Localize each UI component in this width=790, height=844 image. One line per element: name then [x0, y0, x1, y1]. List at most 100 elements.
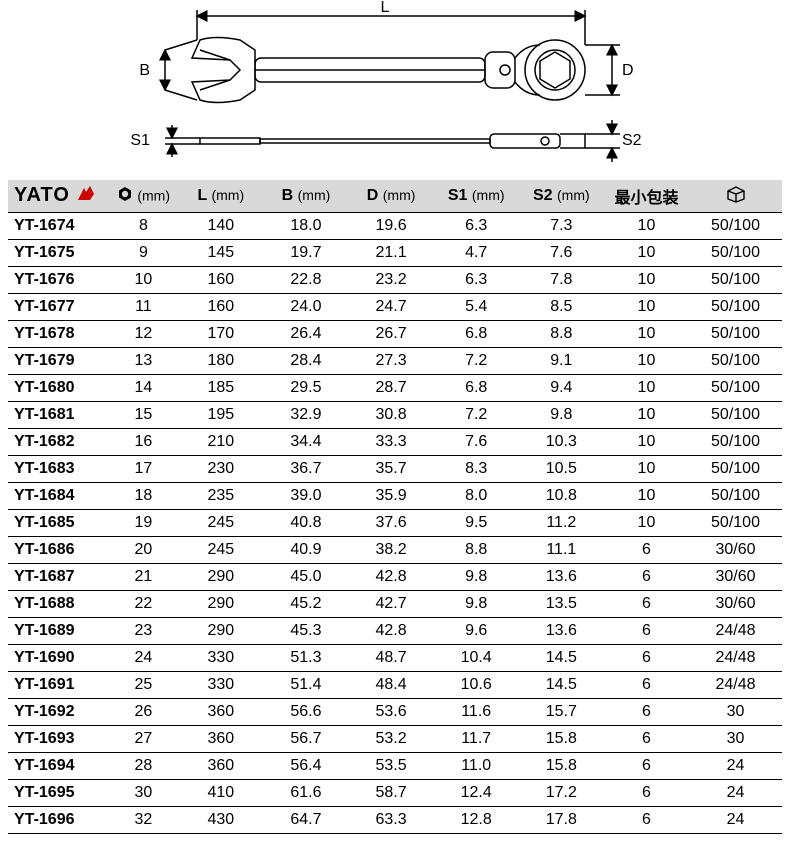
- cell-L: 245: [178, 537, 263, 564]
- table-row: YT-16942836056.453.511.015.8624: [8, 753, 782, 780]
- cell-size: 17: [109, 456, 179, 483]
- cell-B: 51.4: [263, 672, 348, 699]
- cell-B: 51.3: [263, 645, 348, 672]
- cell-model: YT-1676: [8, 267, 109, 294]
- cell-S1: 9.6: [434, 618, 519, 645]
- cell-S1: 11.0: [434, 753, 519, 780]
- spec-table: YATO (mm) L (mm) B (mm) D (mm) S1 (mm) S…: [8, 180, 782, 834]
- cell-D: 33.3: [349, 429, 434, 456]
- cell-ctn: 24/48: [689, 645, 782, 672]
- cell-B: 39.0: [263, 483, 348, 510]
- cell-size: 22: [109, 591, 179, 618]
- cell-S2: 15.7: [519, 699, 604, 726]
- cell-S2: 13.6: [519, 618, 604, 645]
- cell-pack: 10: [604, 483, 689, 510]
- cell-L: 140: [178, 213, 263, 240]
- dim-label-S2: S2: [622, 132, 642, 149]
- cell-S2: 13.6: [519, 564, 604, 591]
- cell-B: 18.0: [263, 213, 348, 240]
- cell-S2: 8.8: [519, 321, 604, 348]
- cell-model: YT-1690: [8, 645, 109, 672]
- cell-L: 180: [178, 348, 263, 375]
- table-row: YT-16882229045.242.79.813.5630/60: [8, 591, 782, 618]
- col-B: B (mm): [263, 180, 348, 213]
- cell-size: 16: [109, 429, 179, 456]
- cell-D: 42.7: [349, 591, 434, 618]
- cell-size: 10: [109, 267, 179, 294]
- cell-S1: 6.3: [434, 267, 519, 294]
- cell-ctn: 24/48: [689, 672, 782, 699]
- cell-S1: 6.8: [434, 321, 519, 348]
- cell-pack: 10: [604, 240, 689, 267]
- cell-pack: 10: [604, 375, 689, 402]
- cell-L: 290: [178, 618, 263, 645]
- cell-pack: 10: [604, 429, 689, 456]
- col-size: (mm): [109, 180, 179, 213]
- cell-L: 330: [178, 672, 263, 699]
- cell-ctn: 50/100: [689, 456, 782, 483]
- cell-B: 34.4: [263, 429, 348, 456]
- cell-S1: 11.7: [434, 726, 519, 753]
- cell-S1: 12.4: [434, 780, 519, 807]
- cell-pack: 10: [604, 267, 689, 294]
- cell-model: YT-1688: [8, 591, 109, 618]
- cell-S2: 7.3: [519, 213, 604, 240]
- cell-ctn: 24/48: [689, 618, 782, 645]
- cell-S2: 17.2: [519, 780, 604, 807]
- wrench-diagram: L B D S1 S2: [0, 0, 790, 180]
- cell-S2: 14.5: [519, 645, 604, 672]
- cell-L: 430: [178, 807, 263, 834]
- cell-B: 28.4: [263, 348, 348, 375]
- cell-pack: 6: [604, 672, 689, 699]
- cell-S2: 9.4: [519, 375, 604, 402]
- cell-L: 170: [178, 321, 263, 348]
- cell-pack: 6: [604, 699, 689, 726]
- cell-ctn: 30/60: [689, 591, 782, 618]
- cell-model: YT-1687: [8, 564, 109, 591]
- table-row: YT-1675914519.721.14.77.61050/100: [8, 240, 782, 267]
- cell-pack: 6: [604, 780, 689, 807]
- cell-model: YT-1682: [8, 429, 109, 456]
- cell-size: 9: [109, 240, 179, 267]
- cell-D: 30.8: [349, 402, 434, 429]
- cell-L: 330: [178, 645, 263, 672]
- cell-ctn: 30/60: [689, 564, 782, 591]
- cell-D: 24.7: [349, 294, 434, 321]
- cell-B: 56.4: [263, 753, 348, 780]
- cell-B: 36.7: [263, 456, 348, 483]
- cell-S2: 7.6: [519, 240, 604, 267]
- cell-L: 235: [178, 483, 263, 510]
- cell-L: 245: [178, 510, 263, 537]
- cell-B: 29.5: [263, 375, 348, 402]
- cell-D: 48.7: [349, 645, 434, 672]
- cell-S2: 10.5: [519, 456, 604, 483]
- cell-D: 26.7: [349, 321, 434, 348]
- table-row: YT-16902433051.348.710.414.5624/48: [8, 645, 782, 672]
- col-pack: 最小包装: [604, 180, 689, 213]
- table-row: YT-16953041061.658.712.417.2624: [8, 780, 782, 807]
- brand-text: YATO: [14, 184, 70, 206]
- cell-model: YT-1683: [8, 456, 109, 483]
- table-row: YT-16932736056.753.211.715.8630: [8, 726, 782, 753]
- brand-cell: YATO: [8, 180, 109, 213]
- cell-pack: 6: [604, 753, 689, 780]
- cell-size: 28: [109, 753, 179, 780]
- cell-B: 61.6: [263, 780, 348, 807]
- cell-ctn: 50/100: [689, 429, 782, 456]
- cell-L: 360: [178, 753, 263, 780]
- cell-B: 45.0: [263, 564, 348, 591]
- cell-size: 13: [109, 348, 179, 375]
- cell-pack: 10: [604, 456, 689, 483]
- cell-size: 25: [109, 672, 179, 699]
- cell-L: 210: [178, 429, 263, 456]
- cell-ctn: 50/100: [689, 510, 782, 537]
- cell-model: YT-1681: [8, 402, 109, 429]
- cell-model: YT-1680: [8, 375, 109, 402]
- cell-B: 56.6: [263, 699, 348, 726]
- table-row: YT-16811519532.930.87.29.81050/100: [8, 402, 782, 429]
- dim-label-S1: S1: [130, 132, 150, 149]
- table-row: YT-1674814018.019.66.37.31050/100: [8, 213, 782, 240]
- cell-pack: 6: [604, 807, 689, 834]
- cell-D: 42.8: [349, 564, 434, 591]
- cell-D: 42.8: [349, 618, 434, 645]
